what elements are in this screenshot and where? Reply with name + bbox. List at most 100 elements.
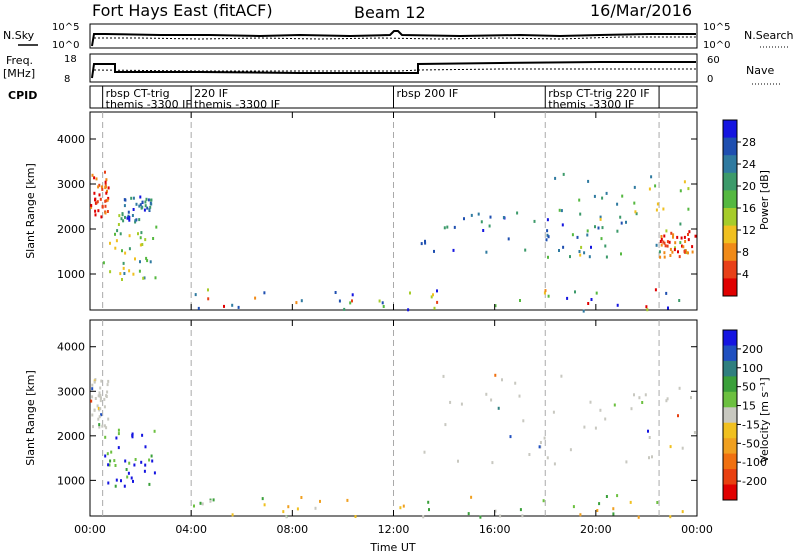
colorbar-swatch <box>723 453 737 470</box>
range-gate-cell <box>263 291 266 295</box>
colorbar-tick-label: -50 <box>742 437 760 450</box>
range-gate-cell <box>263 503 266 507</box>
freq-strip-frame <box>89 53 698 83</box>
range-gate-cell <box>149 260 152 264</box>
power-cpid-boundaries <box>102 112 660 310</box>
range-gate-cell <box>669 515 672 519</box>
colorbar-swatch <box>723 360 737 377</box>
range-gate-cell <box>558 208 561 212</box>
nave-tick-high: 60 <box>707 55 720 66</box>
range-gate-cell <box>91 383 94 387</box>
range-gate-cell <box>479 515 482 519</box>
range-gate-cell <box>547 294 550 298</box>
range-gate-cell <box>120 479 122 483</box>
range-gate-cell <box>688 230 691 234</box>
colorbar-swatch <box>723 407 737 424</box>
range-gate-cell <box>197 306 200 310</box>
range-gate-cell <box>94 213 97 217</box>
range-gate-cell <box>644 393 647 397</box>
range-gate-cell <box>114 464 117 467</box>
range-gate-cell <box>139 195 142 199</box>
range-gate-cell <box>287 505 290 509</box>
colorbar-tick-label: 28 <box>742 136 756 149</box>
range-gate-cell <box>119 232 122 236</box>
colorbar-swatch <box>723 225 737 244</box>
colorbar-tick-label: -100 <box>742 456 767 469</box>
range-gate-cell <box>449 400 452 404</box>
range-gate-cell <box>595 291 598 295</box>
range-gate-cell <box>480 220 483 224</box>
y-tick-label: 1000 <box>57 474 85 487</box>
range-gate-cell <box>494 304 497 308</box>
range-gate-cell <box>296 507 299 511</box>
range-gate-cell <box>122 261 125 265</box>
nsearch-label: N.Search <box>744 29 794 42</box>
range-gate-cell <box>109 459 112 463</box>
range-gate-cell <box>124 198 127 202</box>
range-gate-cell <box>599 217 602 221</box>
range-gate-cell <box>114 484 117 488</box>
noise-tick-high-left: 10^5 <box>52 22 79 33</box>
colorbar-tick-label: 200 <box>742 343 763 356</box>
velocity-echoes <box>90 373 696 519</box>
range-gate-cell <box>647 429 649 433</box>
colorbar-swatch <box>723 376 737 393</box>
range-gate-cell <box>319 499 321 503</box>
range-gate-cell <box>432 293 434 297</box>
range-gate-cell <box>118 214 121 218</box>
range-gate-cell <box>115 436 118 440</box>
range-gate-cell <box>670 231 673 235</box>
range-gate-cell <box>648 456 650 460</box>
range-gate-cell <box>485 392 488 396</box>
freq-tick-low: 8 <box>64 74 70 85</box>
range-gate-cell <box>144 463 147 467</box>
range-gate-cell <box>150 454 153 458</box>
range-gate-cell <box>130 196 133 200</box>
cpid-segment-label: themis -3300 IF <box>194 98 280 111</box>
range-gate-cell <box>351 299 353 303</box>
range-gate-cell <box>620 221 623 225</box>
range-gate-cell <box>90 204 93 207</box>
range-gate-cell <box>346 498 349 502</box>
range-gate-cell <box>678 299 681 302</box>
range-gate-cell <box>662 207 665 211</box>
range-gate-cell <box>123 484 126 488</box>
range-gate-cell <box>641 401 644 404</box>
range-gate-cell <box>127 471 130 475</box>
colorbar-swatch <box>723 120 737 139</box>
power-echoes <box>90 170 697 313</box>
range-gate-cell <box>148 458 151 462</box>
range-gate-cell <box>663 251 666 255</box>
range-gate-cell <box>467 512 470 516</box>
range-gate-cell <box>516 211 519 215</box>
range-gate-cell <box>121 213 124 217</box>
range-gate-cell <box>148 208 151 212</box>
range-gate-cell <box>521 514 524 518</box>
velocity-cpid-boundaries <box>102 320 660 516</box>
range-gate-cell <box>139 243 142 247</box>
range-gate-cell <box>572 505 575 509</box>
range-gate-cell <box>128 234 131 238</box>
range-gate-cell <box>99 197 102 201</box>
range-gate-cell <box>115 239 118 243</box>
colorbar-swatch <box>723 278 737 297</box>
range-gate-cell <box>519 508 522 512</box>
range-gate-cell <box>237 305 240 309</box>
range-gate-cell <box>539 441 542 444</box>
range-gate-cell <box>132 208 135 211</box>
range-gate-cell <box>542 499 545 503</box>
x-tick-label: 16:00 <box>479 523 511 536</box>
range-gate-cell <box>580 245 583 249</box>
range-gate-cell <box>422 515 425 519</box>
range-gate-cell <box>650 175 653 179</box>
range-gate-cell <box>671 250 674 254</box>
range-gate-cell <box>133 463 136 467</box>
x-tick-label: 20:00 <box>580 523 612 536</box>
cpid-segment-label: themis -3300 IF <box>106 98 192 111</box>
range-gate-cell <box>424 239 426 243</box>
range-gate-cell <box>668 240 671 244</box>
range-gate-cell <box>193 504 195 508</box>
range-gate-cell <box>589 400 592 404</box>
range-gate-cell <box>231 303 234 307</box>
range-gate-cell <box>658 250 661 254</box>
